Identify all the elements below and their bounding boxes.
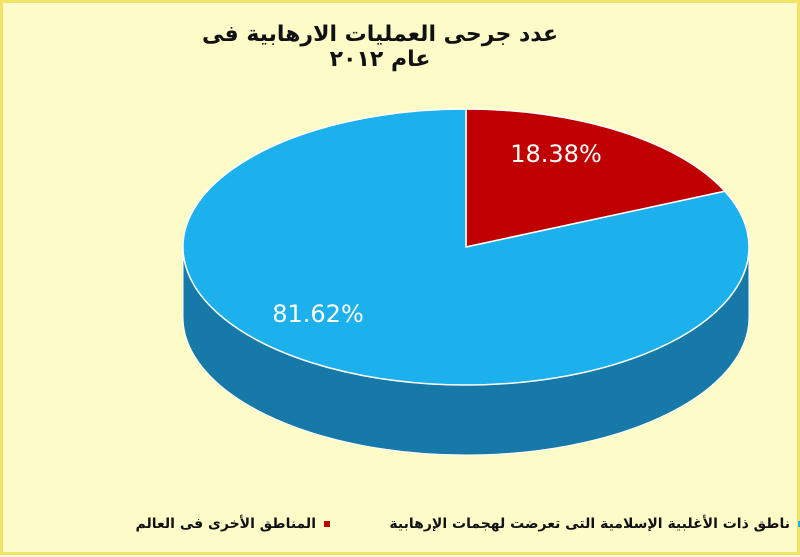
- data-label: 18.38%: [510, 140, 602, 168]
- legend-item-islamic: ناطق ذات الأغلبية الإسلامية التى تعرضت ل…: [389, 516, 800, 532]
- pie-slice: [182, 108, 750, 386]
- data-label: 81.62%: [272, 300, 364, 328]
- chart-title: عدد جرحى العمليات الارهابية فى عام ٢٠١٢: [202, 22, 558, 72]
- legend-label: المناطق الأخرى فى العالم: [135, 516, 316, 532]
- legend-item-other: المناطق الأخرى فى العالم: [136, 516, 330, 532]
- legend-label: ناطق ذات الأغلبية الإسلامية التى تعرضت ل…: [389, 516, 790, 532]
- pie-slice: [465, 108, 727, 248]
- legend-swatch: [324, 521, 330, 527]
- legend-swatch: [798, 521, 800, 527]
